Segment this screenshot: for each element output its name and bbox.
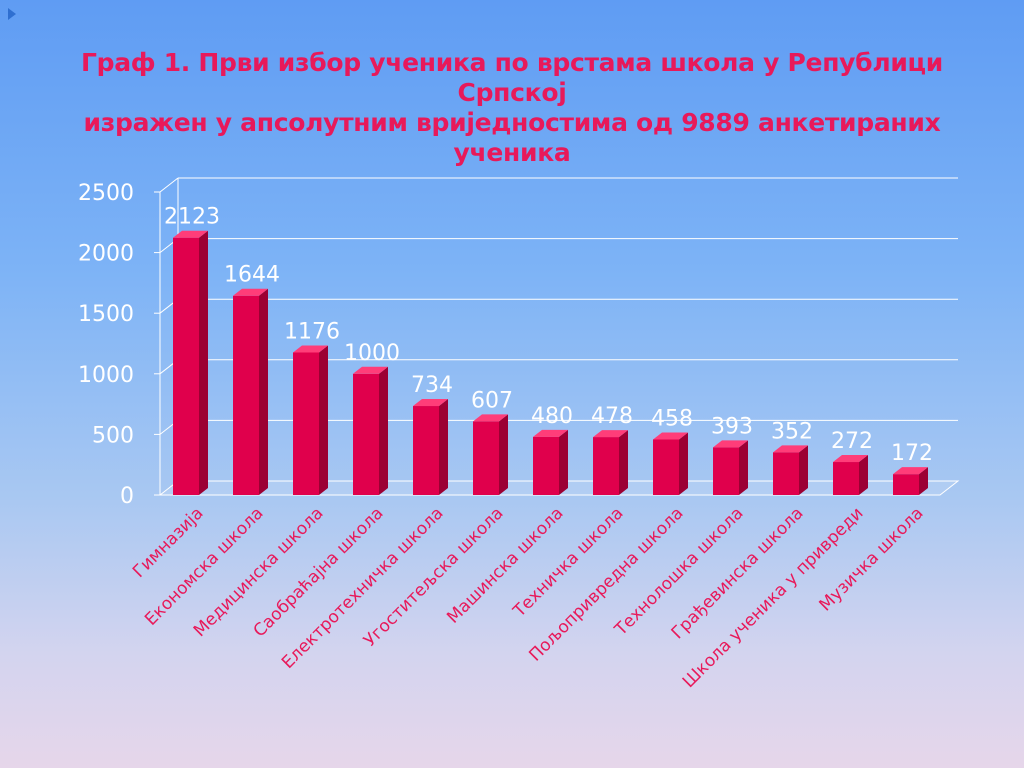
y-tick-label: 1500: [78, 302, 134, 327]
bar-top: [833, 455, 868, 463]
data-label: 272: [831, 429, 873, 454]
bar: [773, 452, 799, 495]
data-label: 734: [411, 373, 453, 398]
bar-side: [439, 399, 448, 495]
gridline-side: [159, 177, 179, 193]
data-label: 607: [471, 388, 513, 413]
bar: [653, 439, 679, 495]
bar-top: [713, 440, 748, 448]
bar-top: [353, 366, 388, 374]
bar-top: [413, 399, 448, 407]
bar: [893, 474, 919, 495]
bar-top: [533, 429, 568, 437]
bar-side: [259, 288, 268, 495]
data-label: 2123: [164, 205, 220, 230]
bar-side: [619, 430, 628, 495]
bar: [833, 462, 859, 495]
title-line-3: ученика: [453, 138, 571, 167]
bar-side: [919, 467, 928, 495]
y-tick-label: 500: [92, 423, 134, 448]
y-tick-label: 1000: [78, 363, 134, 388]
bar: [713, 447, 739, 495]
bar-top: [893, 467, 928, 475]
bar-side: [319, 345, 328, 495]
x-tick-label: Економска школа: [141, 503, 267, 629]
x-tick-label: Машинска школа: [443, 503, 567, 627]
data-label: 172: [891, 441, 933, 466]
bar-side: [199, 230, 208, 496]
bar: [173, 237, 199, 496]
bar: [233, 295, 259, 495]
bar-side: [379, 366, 388, 495]
y-tick-label: 0: [120, 484, 134, 509]
bar: [353, 373, 379, 495]
bar-top: [293, 345, 328, 353]
chart-title: Граф 1. Први избор ученика по врстама шк…: [40, 48, 984, 168]
data-label: 1644: [224, 263, 280, 288]
bar: [533, 436, 559, 495]
bar-top: [593, 430, 628, 438]
bar-top: [653, 432, 688, 440]
bar-top: [173, 230, 208, 238]
bar: [413, 406, 439, 495]
data-label: 1176: [284, 319, 340, 344]
bar-top: [233, 288, 268, 296]
data-label: 352: [771, 419, 813, 444]
bar-side: [559, 429, 568, 495]
data-label: 480: [531, 404, 573, 429]
data-label: 458: [651, 406, 693, 431]
bar-top: [773, 445, 808, 453]
x-tick-label: Техничка школа: [509, 503, 628, 622]
bar-side: [859, 455, 868, 495]
bar-side: [799, 445, 808, 495]
y-tick-label: 2500: [78, 181, 134, 206]
data-label: 1000: [344, 341, 400, 366]
bar-side: [739, 440, 748, 495]
bar-top: [473, 414, 508, 422]
title-line-2: изражен у апсолутним вриједностима од 98…: [83, 108, 941, 137]
y-tick-label: 2000: [78, 242, 134, 267]
bar-side: [679, 432, 688, 495]
bar: [293, 352, 319, 495]
data-label: 478: [591, 404, 633, 429]
bar-side: [499, 414, 508, 495]
bar: [473, 421, 499, 495]
bar: [593, 437, 619, 495]
x-tick-label: Музичка школа: [815, 503, 927, 615]
title-line-1: Граф 1. Први избор ученика по врстама шк…: [81, 48, 943, 107]
data-label: 393: [711, 414, 753, 439]
slide-bullet-icon: [8, 8, 16, 20]
